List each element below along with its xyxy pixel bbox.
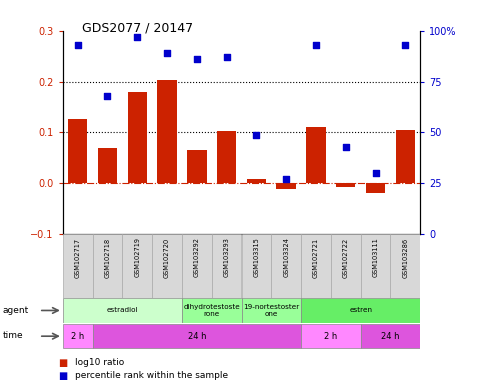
- Point: [223, 54, 230, 60]
- Bar: [366, 184, 385, 192]
- Bar: [128, 92, 147, 184]
- Text: log10 ratio: log10 ratio: [75, 358, 124, 367]
- Text: dihydrotestoste
rone: dihydrotestoste rone: [184, 304, 240, 317]
- Bar: [63, 234, 93, 298]
- Bar: [182, 234, 212, 298]
- Point: [312, 42, 320, 48]
- Text: GSM103324: GSM103324: [283, 237, 289, 277]
- Bar: [157, 80, 177, 184]
- Bar: [98, 148, 117, 184]
- Point: [74, 42, 82, 48]
- Bar: [361, 234, 390, 298]
- Bar: [242, 234, 271, 298]
- Text: GSM103292: GSM103292: [194, 237, 200, 277]
- Point: [372, 170, 380, 176]
- Bar: [63, 324, 93, 348]
- Bar: [68, 119, 87, 184]
- Bar: [301, 324, 361, 348]
- Bar: [212, 234, 242, 298]
- Text: GSM102719: GSM102719: [134, 237, 140, 277]
- Bar: [390, 234, 420, 298]
- Text: estradiol: estradiol: [107, 308, 138, 313]
- Bar: [301, 234, 331, 298]
- Text: GSM102721: GSM102721: [313, 237, 319, 278]
- Text: GSM102717: GSM102717: [75, 237, 81, 278]
- Text: GDS2077 / 20147: GDS2077 / 20147: [82, 21, 193, 34]
- Bar: [63, 298, 182, 323]
- Text: ■: ■: [58, 358, 67, 368]
- Bar: [361, 324, 420, 348]
- Bar: [122, 234, 152, 298]
- Text: 2 h: 2 h: [324, 332, 338, 341]
- Text: GSM102718: GSM102718: [104, 237, 111, 278]
- Text: estren: estren: [349, 308, 372, 313]
- Text: 24 h: 24 h: [187, 332, 206, 341]
- Bar: [182, 298, 242, 323]
- Text: GSM103111: GSM103111: [372, 237, 379, 277]
- Bar: [187, 150, 207, 184]
- Text: 19-nortestoster
one: 19-nortestoster one: [243, 304, 299, 317]
- Text: ■: ■: [58, 371, 67, 381]
- Point: [282, 176, 290, 182]
- Bar: [271, 234, 301, 298]
- Point: [253, 131, 260, 137]
- Bar: [301, 298, 420, 323]
- Point: [401, 42, 409, 48]
- Point: [193, 56, 201, 62]
- Text: GSM102722: GSM102722: [343, 237, 349, 278]
- Text: time: time: [2, 331, 23, 341]
- Text: 2 h: 2 h: [71, 332, 85, 341]
- Bar: [306, 127, 326, 184]
- Bar: [276, 184, 296, 189]
- Bar: [93, 234, 122, 298]
- Text: GSM103293: GSM103293: [224, 237, 229, 277]
- Bar: [217, 131, 236, 184]
- Bar: [242, 298, 301, 323]
- Point: [104, 93, 112, 99]
- Point: [133, 34, 141, 40]
- Text: percentile rank within the sample: percentile rank within the sample: [75, 371, 228, 380]
- Point: [342, 144, 350, 150]
- Bar: [396, 130, 415, 184]
- Text: GSM103286: GSM103286: [402, 237, 408, 278]
- Text: GSM102720: GSM102720: [164, 237, 170, 278]
- Bar: [331, 234, 361, 298]
- Text: agent: agent: [2, 306, 28, 315]
- Bar: [93, 324, 301, 348]
- Bar: [336, 184, 355, 187]
- Bar: [152, 234, 182, 298]
- Point: [163, 50, 171, 56]
- Bar: [247, 179, 266, 184]
- Text: GSM103315: GSM103315: [254, 237, 259, 277]
- Text: 24 h: 24 h: [381, 332, 399, 341]
